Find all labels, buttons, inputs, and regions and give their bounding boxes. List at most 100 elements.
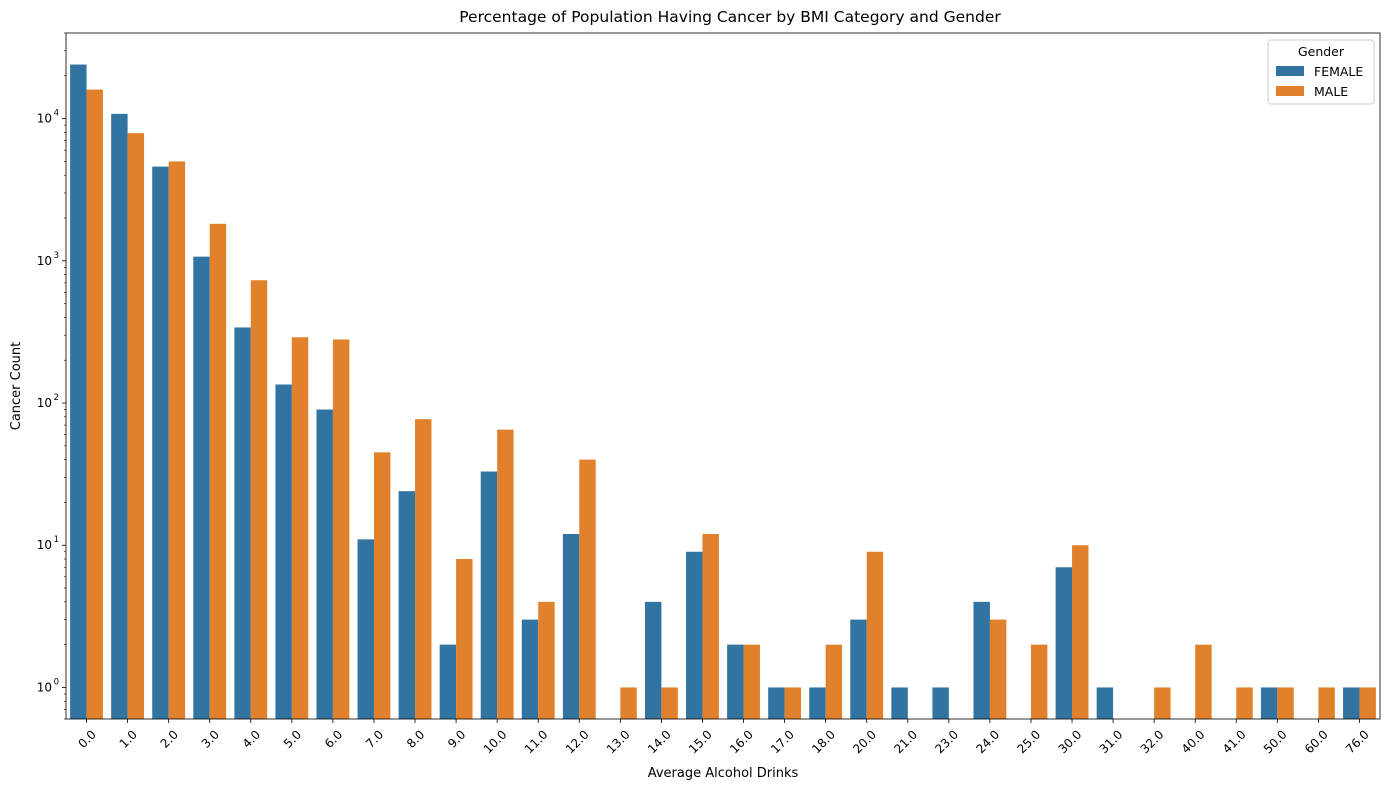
bar-male-0.0: [86, 89, 103, 720]
y-tick-label: 10: [37, 254, 52, 268]
bar-female-76.0: [1343, 687, 1360, 719]
bar-male-15.0: [702, 533, 719, 719]
x-tick-label: 10.0: [481, 727, 510, 756]
legend-label-female: FEMALE: [1314, 64, 1363, 79]
x-tick-label: 18.0: [809, 727, 838, 756]
y-tick-exponent: 2: [54, 393, 59, 403]
bar-female-14.0: [644, 601, 662, 719]
bar-female-30.0: [1055, 567, 1073, 719]
bar-male-14.0: [661, 687, 678, 719]
x-tick-label: 2.0: [158, 727, 181, 750]
bar-male-76.0: [1359, 687, 1376, 719]
x-tick-label: 9.0: [445, 727, 468, 750]
bar-female-23.0: [932, 687, 949, 719]
x-tick-label: 17.0: [768, 727, 797, 756]
bar-male-40.0: [1195, 644, 1212, 719]
bar-female-24.0: [973, 601, 990, 719]
x-tick-label: 32.0: [1138, 727, 1167, 756]
x-tick-label: 23.0: [932, 727, 961, 756]
bar-male-2.0: [168, 161, 186, 719]
bar-female-18.0: [809, 687, 826, 719]
bar-female-50.0: [1260, 687, 1278, 719]
bar-female-15.0: [686, 551, 703, 719]
x-tick-label: 25.0: [1015, 727, 1044, 756]
bar-female-10.0: [480, 471, 498, 719]
y-tick-label: 10: [37, 112, 52, 126]
x-tick-label: 6.0: [322, 727, 345, 750]
bar-male-60.0: [1318, 687, 1335, 719]
bar-female-6.0: [316, 409, 333, 719]
bar-male-1.0: [127, 133, 145, 719]
bar-male-5.0: [291, 337, 309, 719]
y-tick-label: 10: [37, 538, 52, 552]
bar-female-17.0: [768, 687, 785, 719]
x-tick-label: 60.0: [1302, 727, 1331, 756]
bar-female-21.0: [891, 687, 908, 719]
y-axis-label: Cancer Count: [9, 342, 24, 431]
y-tick-exponent: 4: [54, 109, 59, 119]
bar-male-13.0: [620, 687, 637, 719]
x-tick-label: 21.0: [891, 727, 920, 756]
bar-female-2.0: [152, 166, 169, 719]
plot-area: [65, 32, 1381, 720]
legend: Gender FEMALE MALE: [1267, 39, 1375, 105]
bar-male-18.0: [825, 644, 843, 719]
bar-male-50.0: [1277, 687, 1294, 719]
x-tick-label: 24.0: [973, 727, 1002, 756]
bar-male-3.0: [209, 223, 227, 719]
plot-frame: [65, 32, 1381, 720]
x-axis: 0.0 1.0 2.0 3.0 4.0 5.0 6.0 7.0 8.0 9.0 10.0 11.0 12…: [75, 719, 1372, 756]
bar-female-8.0: [398, 491, 416, 719]
x-tick-label: 14.0: [645, 727, 674, 756]
bar-male-17.0: [784, 687, 802, 719]
legend-label-male: MALE: [1314, 84, 1348, 99]
bar-female-12.0: [562, 533, 580, 719]
x-tick-label: 11.0: [522, 727, 551, 756]
bar-female-1.0: [111, 113, 128, 720]
x-tick-label: 1.0: [117, 727, 140, 750]
legend-swatch-male: [1276, 86, 1304, 96]
x-tick-label: 5.0: [281, 727, 304, 750]
y-tick-label: 10: [37, 680, 52, 694]
chart-title: Percentage of Population Having Cancer b…: [459, 8, 1001, 26]
bar-male-11.0: [538, 601, 555, 719]
bar-female-7.0: [357, 539, 374, 719]
bar-male-7.0: [373, 452, 391, 719]
legend-swatch-female: [1276, 66, 1304, 76]
bar-male-6.0: [332, 339, 350, 719]
x-tick-label: 4.0: [240, 727, 263, 750]
bar-female-31.0: [1096, 687, 1114, 719]
bar-female-5.0: [275, 384, 292, 719]
x-tick-label: 8.0: [404, 727, 427, 750]
bar-male-24.0: [989, 619, 1007, 719]
bar-male-10.0: [497, 429, 514, 719]
x-tick-label: 3.0: [199, 727, 222, 750]
x-tick-label: 30.0: [1056, 727, 1085, 756]
bar-female-16.0: [727, 644, 744, 719]
x-tick-label: 7.0: [363, 727, 386, 750]
bar-female-3.0: [193, 256, 210, 719]
bar-male-41.0: [1236, 687, 1253, 719]
x-tick-label: 0.0: [75, 727, 98, 750]
bar-female-11.0: [521, 619, 539, 719]
x-tick-label: 20.0: [850, 727, 879, 756]
x-tick-label: 41.0: [1220, 727, 1249, 756]
bar-female-20.0: [850, 619, 867, 719]
bar-male-20.0: [866, 551, 884, 719]
y-tick-exponent: 1: [54, 535, 59, 545]
y-tick-exponent: 0: [54, 677, 59, 687]
y-tick-exponent: 3: [54, 251, 59, 261]
bar-male-8.0: [415, 419, 432, 719]
bar-female-4.0: [234, 327, 251, 719]
bar-female-0.0: [70, 64, 87, 720]
bar-male-12.0: [579, 459, 596, 719]
x-tick-label: 13.0: [604, 727, 633, 756]
x-tick-label: 50.0: [1261, 727, 1290, 756]
x-axis-label: Average Alcohol Drinks: [648, 766, 799, 781]
x-tick-label: 76.0: [1343, 727, 1372, 756]
x-tick-label: 12.0: [563, 727, 592, 756]
x-tick-label: 31.0: [1097, 727, 1126, 756]
bar-male-30.0: [1072, 545, 1089, 719]
